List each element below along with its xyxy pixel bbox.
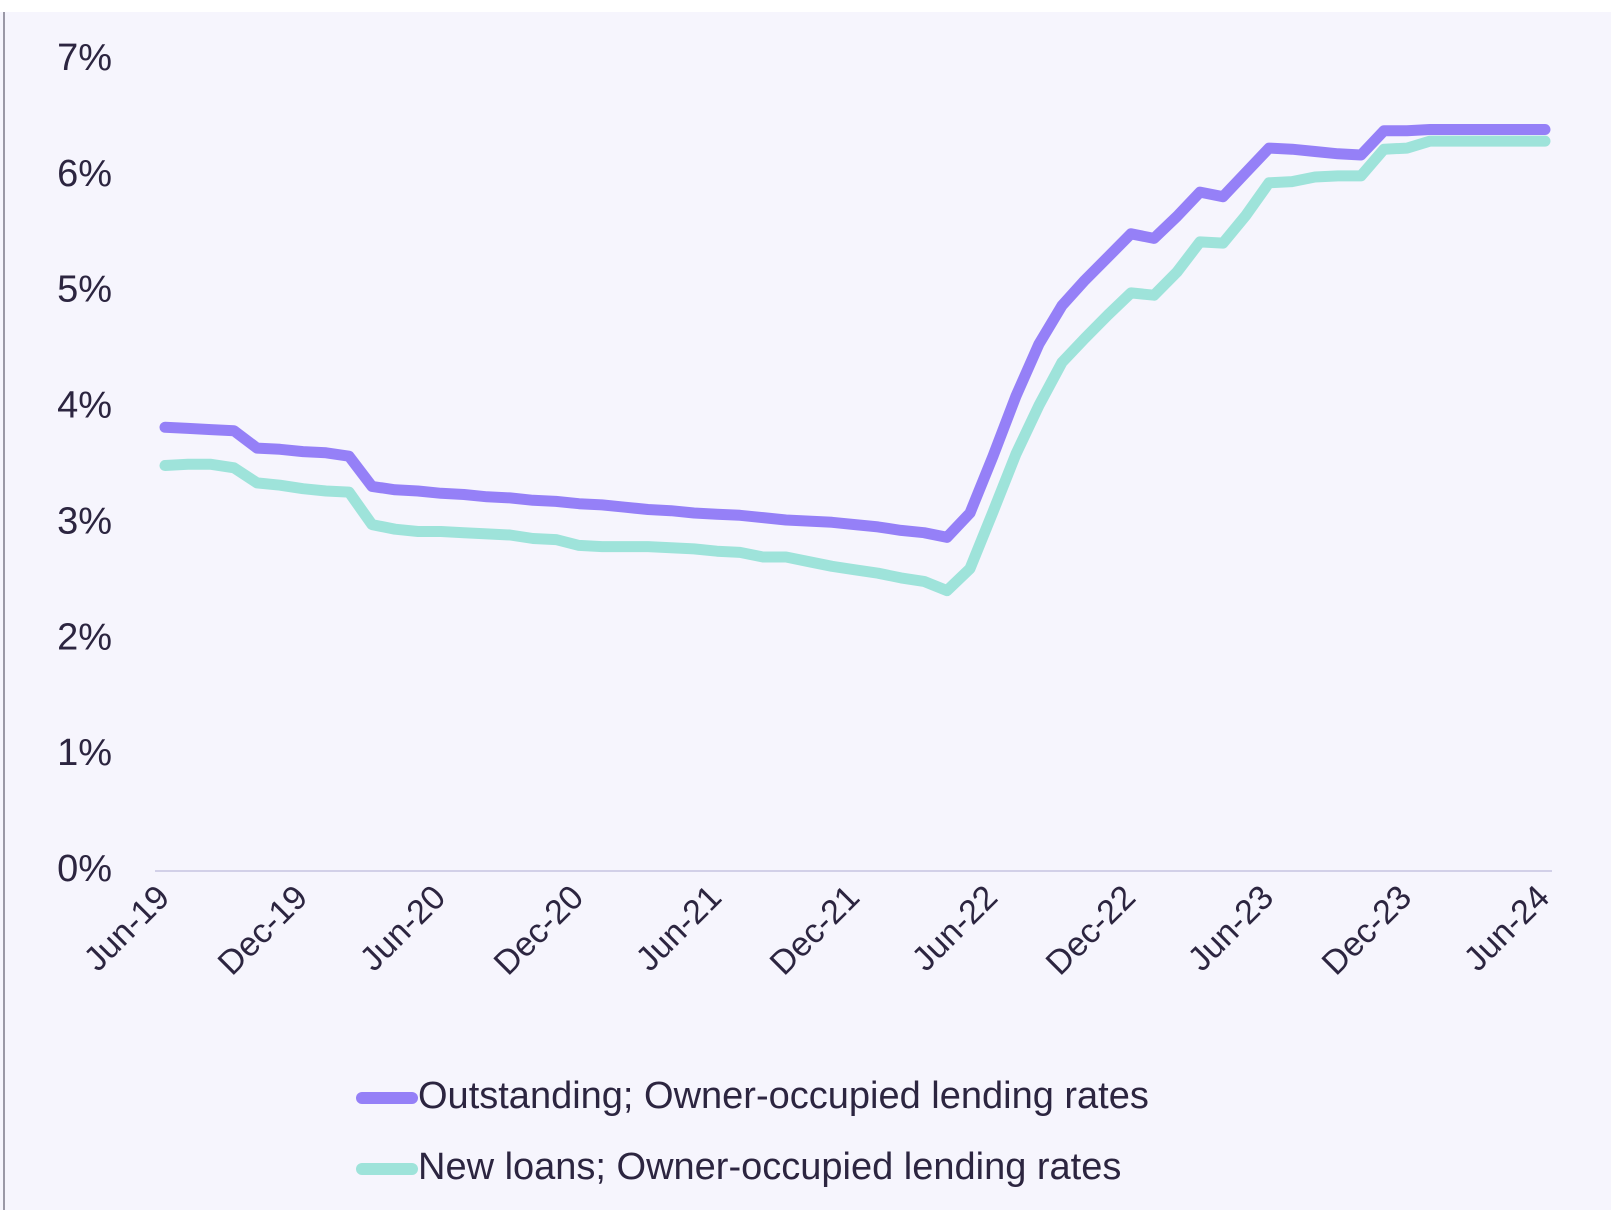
y-tick-label: 2%: [57, 616, 112, 658]
y-tick-label: 1%: [57, 732, 112, 774]
legend-label: New loans; Owner-occupied lending rates: [418, 1146, 1121, 1188]
y-tick-label: 5%: [57, 269, 112, 311]
series-line: [159, 124, 1551, 543]
y-tick-label: 6%: [57, 153, 112, 195]
legend-label: Outstanding; Owner-occupied lending rate…: [418, 1075, 1149, 1117]
y-tick-label: 7%: [57, 37, 112, 79]
series-line: [159, 135, 1551, 597]
background: [0, 12, 1611, 1210]
y-tick-label: 0%: [57, 848, 112, 890]
y-tick-label: 4%: [57, 385, 112, 427]
y-tick-label: 3%: [57, 500, 112, 542]
